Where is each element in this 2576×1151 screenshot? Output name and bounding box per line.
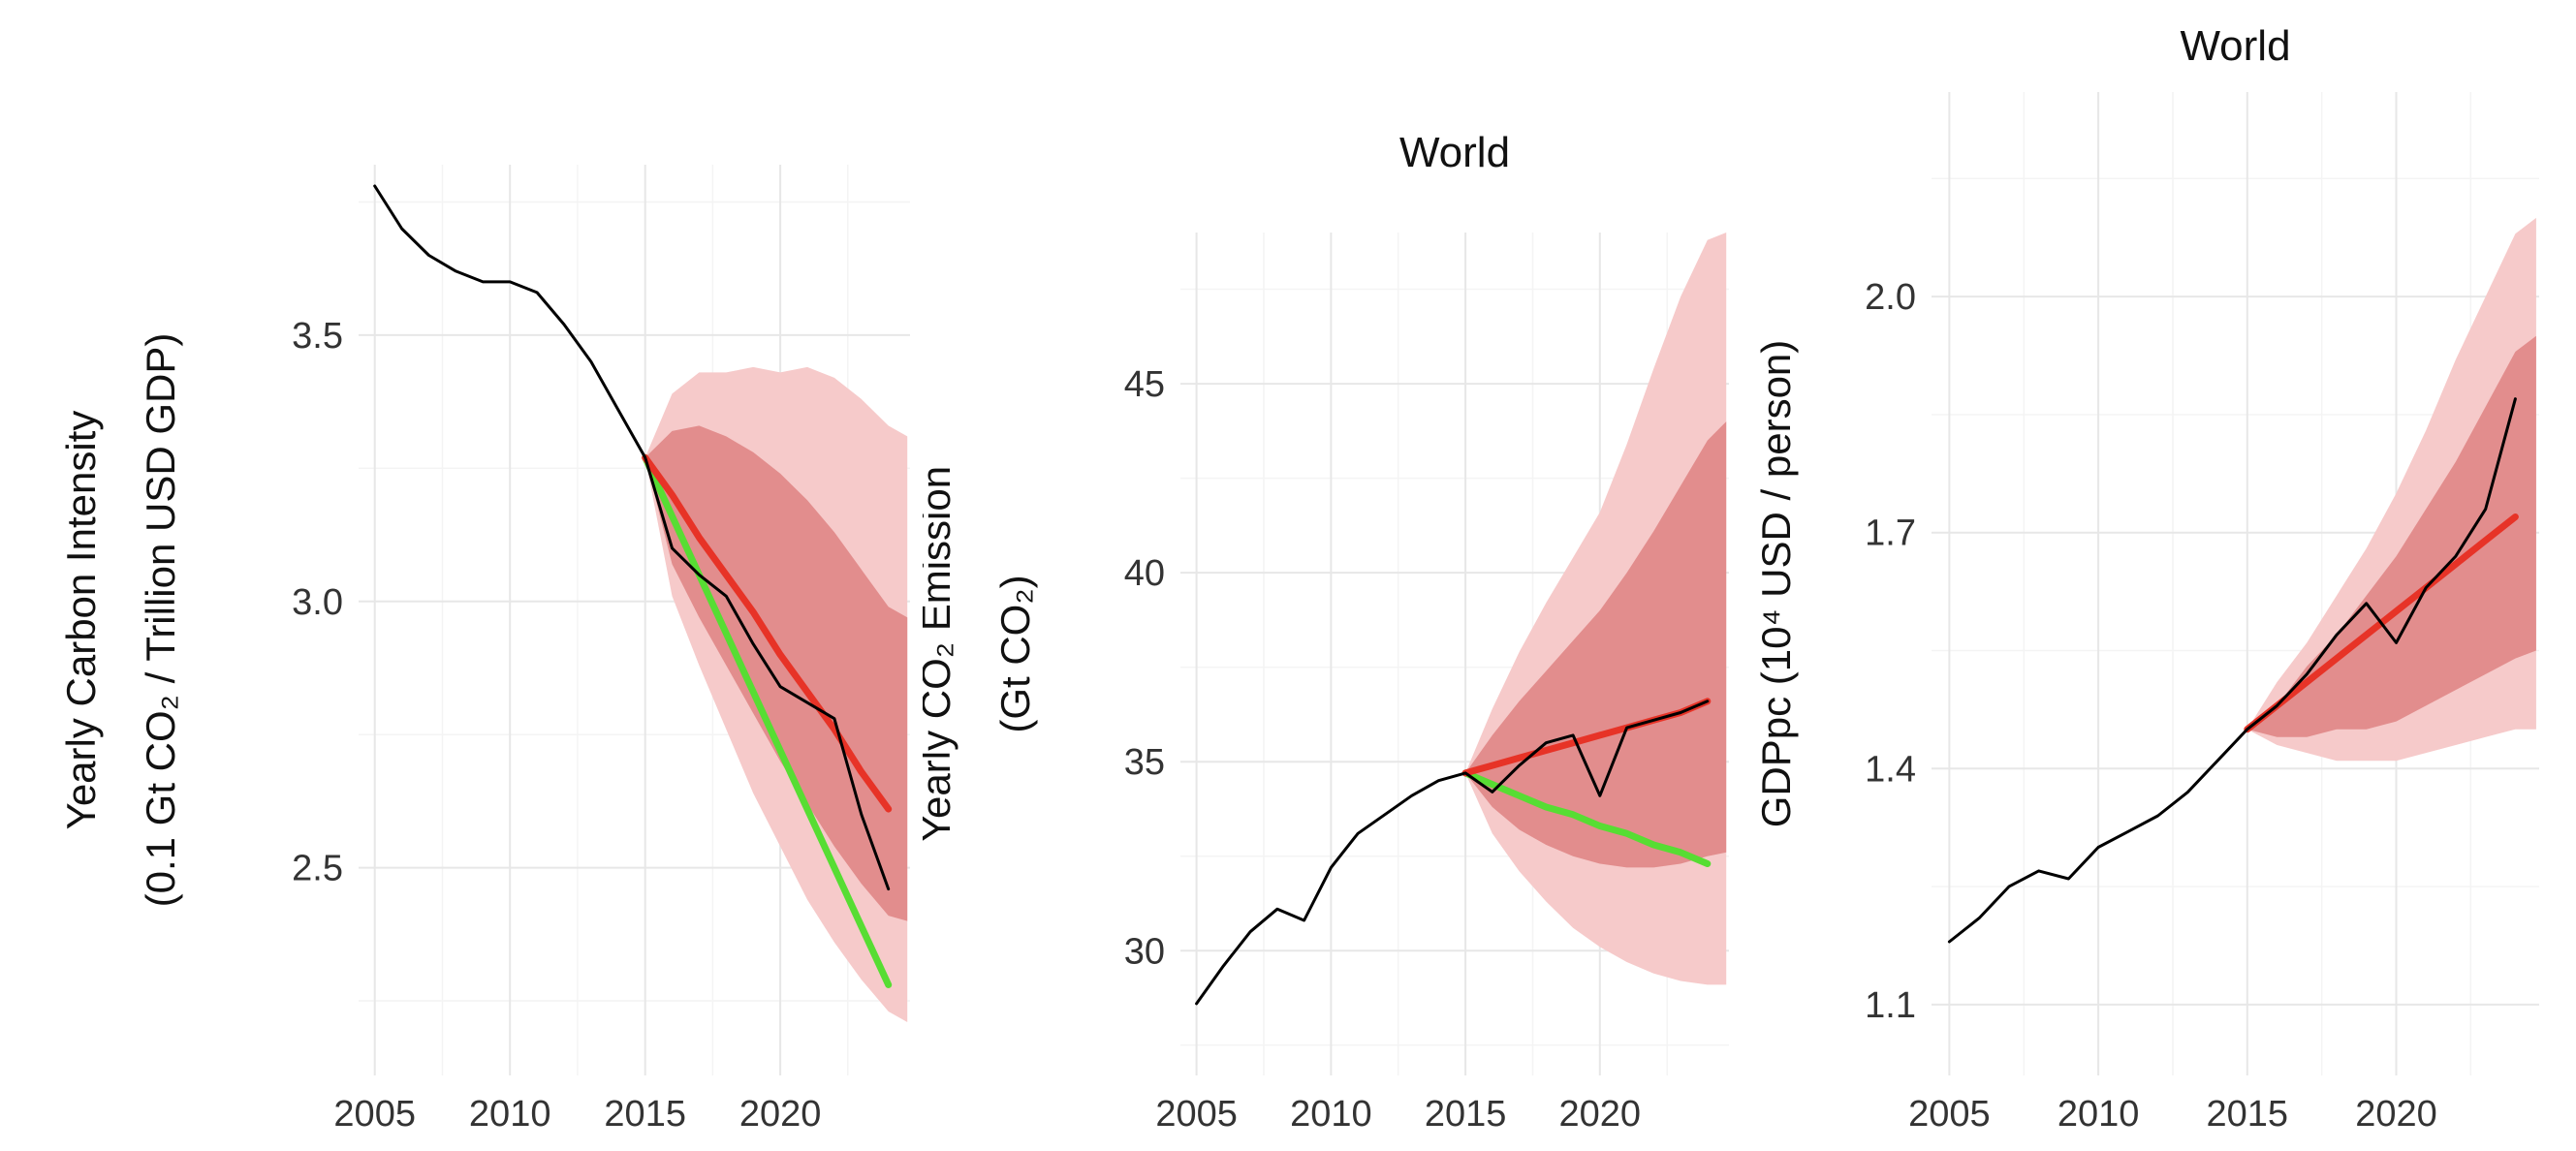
y-axis-label: (Gt CO₂) [992,575,1038,732]
x-tick-label: 2015 [604,1094,686,1135]
y-axis-label: Yearly CO₂ Emission [923,466,958,842]
observed-line [1947,397,2517,944]
green-scenario-line [642,453,893,988]
panel-gdp-per-capita: 2005 2010 2015 2020 1.1 1.4 1.7 2.0 GDPpc (10⁴ U… [1753,22,2539,1135]
x-tick-label: 2005 [1908,1094,1991,1135]
y-tick-label: 3.5 [292,316,343,357]
x-tick-label: 2020 [1559,1094,1642,1135]
y-tick-label: 1.4 [1865,749,1916,790]
x-tick-label: 2005 [333,1094,416,1135]
uncertainty-band-inner [2246,335,2536,737]
x-tick-label: 2010 [469,1094,551,1135]
green-scenario-line [1461,769,1712,867]
x-tick-label: 2015 [2207,1094,2289,1135]
x-tick-label: 2020 [2355,1094,2437,1135]
y-tick-label: 45 [1124,364,1165,405]
y-axis-label: (0.1 Gt CO₂ / Trillion USD GDP) [138,333,183,908]
y-tick-label: 1.1 [1865,985,1916,1026]
x-tick-label: 2010 [1290,1094,1372,1135]
y-tick-label: 40 [1124,553,1165,594]
y-axis-label: Yearly Carbon Intensity [58,411,104,830]
red-projection-line [642,453,893,813]
observed-line [373,184,891,891]
x-tick-label: 2015 [1425,1094,1507,1135]
y-tick-label: 30 [1124,931,1165,972]
panel-title: World [1399,129,1510,176]
y-tick-label: 35 [1124,742,1165,783]
x-tick-label: 2010 [2058,1094,2140,1135]
y-tick-label: 2.0 [1865,277,1916,318]
y-tick-label: 2.5 [292,849,343,889]
panel-title: World [2180,22,2290,70]
uncertainty-band-inner [1465,421,1727,868]
observed-line [1195,700,1710,1006]
y-tick-label: 1.7 [1865,513,1916,554]
y-axis-label: GDPpc (10⁴ USD / person) [1753,340,1799,828]
y-tick-label: 3.0 [292,582,343,623]
x-tick-label: 2005 [1155,1094,1238,1135]
x-tick-label: 2020 [739,1094,822,1135]
panel-co2-emission: 2005 2010 2015 2020 30 35 40 45 Yearly CO₂ Emiss… [923,129,1729,1135]
panel-carbon-intensity: 2005 2010 2015 2020 2.5 3.0 3.5 Yearly Carbon I… [58,165,910,1135]
